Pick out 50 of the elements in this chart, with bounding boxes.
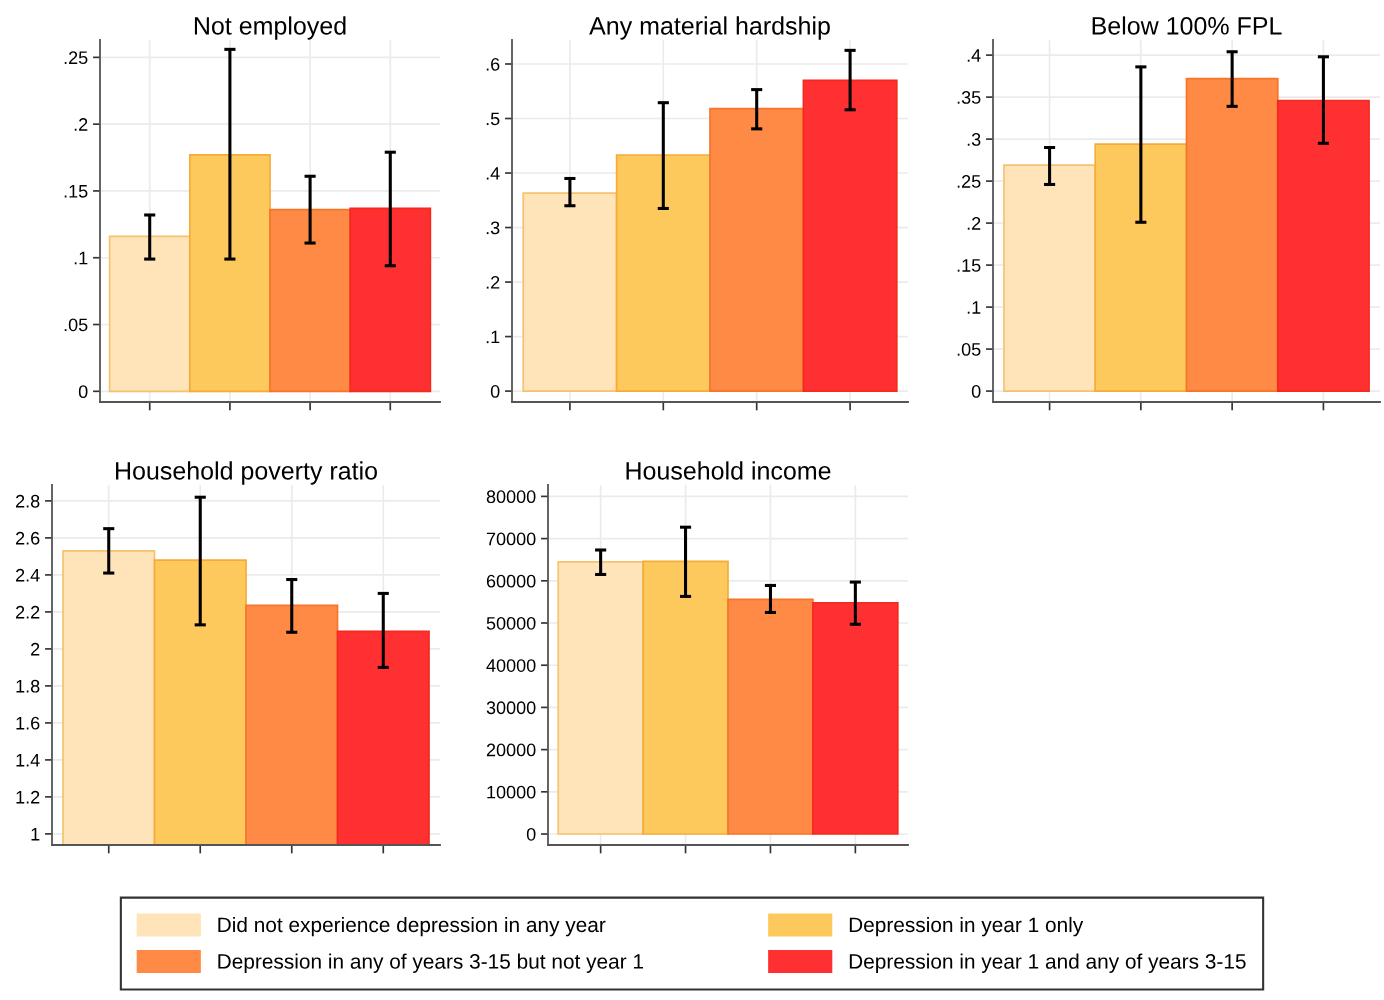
y-tick-label: 50000 <box>486 616 536 630</box>
legend-label: Depression in year 1 and any of years 3-15 <box>849 953 1246 973</box>
y-tick-label: .6 <box>486 57 500 71</box>
chart-title: Not employed <box>194 16 346 40</box>
y-tick-label: .25 <box>64 51 88 65</box>
chart-title: Any material hardship <box>589 16 830 40</box>
y-tick-label: .1 <box>486 330 500 344</box>
chart-title: Household poverty ratio <box>116 461 377 485</box>
y-tick-label: 40000 <box>486 659 536 672</box>
legend-label: Did not experience depression in any year <box>218 916 606 937</box>
y-tick-label: 2.6 <box>16 531 40 545</box>
y-tick-label: 0 <box>78 385 88 399</box>
y-tick-label: 1 <box>31 828 40 841</box>
y-tick-label: 1.8 <box>16 679 40 693</box>
y-tick-label: .15 <box>64 185 88 198</box>
legend-label: Depression in year 1 only <box>849 916 1084 937</box>
y-tick-label: .15 <box>957 259 981 272</box>
y-tick-label: .2 <box>486 275 500 289</box>
y-tick-label: 80000 <box>486 490 536 504</box>
y-tick-label: .1 <box>967 301 981 314</box>
y-tick-label: .3 <box>486 221 500 235</box>
y-tick-label: 0 <box>526 827 536 841</box>
y-tick-label: 2.8 <box>16 494 40 508</box>
y-tick-label: 1.2 <box>16 790 40 804</box>
y-tick-label: 2.2 <box>16 605 40 619</box>
y-tick-label: 1.6 <box>16 716 40 730</box>
y-tick-label: .05 <box>64 318 88 332</box>
y-tick-label: .1 <box>74 251 88 265</box>
y-tick-label: 2 <box>31 642 40 656</box>
y-tick-label: .4 <box>486 167 500 180</box>
y-tick-label: 20000 <box>486 743 536 757</box>
y-tick-label: .35 <box>957 91 981 104</box>
y-tick-label: .2 <box>967 217 981 230</box>
y-tick-label: .25 <box>957 175 981 188</box>
y-tick-label: .05 <box>957 343 981 356</box>
chart-title: Household income <box>626 461 831 480</box>
y-tick-label: 10000 <box>487 785 536 799</box>
y-tick-label: 1.4 <box>16 754 40 767</box>
y-tick-label: 2.4 <box>16 568 40 582</box>
y-tick-label: 0 <box>971 385 981 398</box>
y-tick-label: .4 <box>967 49 981 62</box>
y-tick-label: 0 <box>490 385 500 398</box>
y-tick-label: 70000 <box>486 532 536 546</box>
y-tick-label: .3 <box>967 133 981 146</box>
legend-label: Depression in any of years 3-15 but not year 1 <box>218 953 643 973</box>
y-tick-label: 60000 <box>486 574 536 588</box>
y-tick-label: .5 <box>486 112 500 126</box>
y-tick-label: .2 <box>74 118 88 131</box>
y-tick-label: 30000 <box>486 701 536 715</box>
chart-title: Below 100% FPL <box>1092 16 1282 35</box>
